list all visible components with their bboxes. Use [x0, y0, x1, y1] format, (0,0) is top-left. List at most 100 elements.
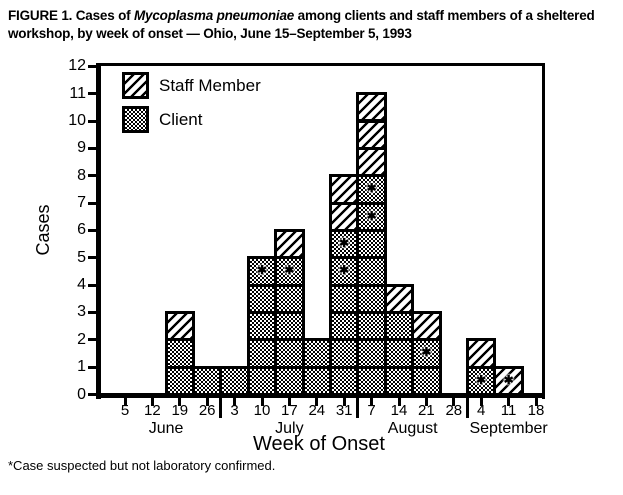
legend-swatch-client: [122, 106, 149, 133]
y-tick-label: 10: [68, 112, 86, 129]
plot-right-border: [542, 63, 545, 399]
suspected-case-marker: ✱: [476, 372, 487, 387]
y-axis-tick: [88, 365, 96, 369]
case-cell-staff: [329, 174, 360, 205]
x-tick-label: 10: [253, 401, 271, 419]
x-axis-tick: [205, 397, 209, 406]
x-tick-label: 19: [171, 401, 189, 419]
y-axis-tick: [88, 174, 96, 178]
y-axis-tick: [88, 228, 96, 232]
x-axis-tick: [397, 397, 401, 406]
x-axis-tick: [178, 397, 182, 406]
x-axis-tick: [424, 397, 428, 406]
plot-top-border: [96, 63, 545, 66]
figure-title: FIGURE 1. Cases of Mycoplasma pneumoniae…: [8, 7, 616, 43]
x-axis-tick: [233, 397, 237, 406]
case-cell-staff: [356, 92, 387, 123]
month-label: July: [275, 419, 304, 437]
case-cell-client: [246, 338, 278, 369]
case-cell-staff: [466, 338, 497, 369]
suspected-case-marker: ✱: [284, 263, 295, 278]
y-axis-title: Cases: [33, 204, 53, 256]
y-axis-tick: [88, 310, 96, 314]
case-cell-client: [356, 228, 387, 260]
x-axis-tick: [315, 397, 319, 406]
case-cell-client: [411, 338, 442, 369]
suspected-case-marker: ✱: [366, 208, 377, 223]
footnote: *Case suspected but not laboratory confi…: [8, 458, 276, 473]
suspected-case-marker: ✱: [256, 263, 268, 278]
y-axis-tick: [88, 64, 96, 68]
case-cell-client: [164, 365, 195, 396]
x-tick-label: 17: [281, 401, 298, 419]
x-tick-label: 14: [390, 401, 408, 419]
x-axis-tick: [287, 397, 291, 406]
x-tick-label: 3: [230, 401, 239, 419]
case-cell-client: [301, 365, 332, 396]
x-axis-tick: [123, 397, 127, 406]
case-cell-client: [274, 338, 305, 369]
y-tick-label: 4: [77, 276, 86, 294]
case-cell-client: [329, 310, 360, 342]
case-cell-client: [192, 365, 223, 396]
case-cell-staff: [356, 119, 387, 150]
month-divider: [219, 397, 223, 418]
case-cell-staff: [164, 310, 195, 342]
case-cell-client: [329, 338, 360, 369]
x-tick-label: 5: [120, 401, 130, 419]
x-tick-label: 11: [500, 401, 517, 419]
month-divider: [466, 397, 469, 418]
case-cell-client: [383, 310, 415, 342]
case-cell-client: [274, 283, 305, 314]
legend-label-staff-member: Staff Member: [159, 76, 261, 95]
x-tick-label: 31: [335, 401, 353, 419]
case-cell-client: [274, 310, 305, 342]
x-tick-label: 18: [527, 401, 545, 419]
legend-swatch-staff-member: [122, 72, 149, 99]
case-cell-client: [356, 174, 387, 205]
x-axis-tick: [507, 397, 511, 406]
case-cell-client: [274, 365, 305, 396]
y-axis-tick: [88, 393, 96, 396]
y-axis-tick: [88, 338, 96, 342]
case-cell-client: [329, 283, 360, 314]
x-axis-tick: [370, 397, 374, 406]
case-cell-client: [411, 365, 442, 396]
suspected-case-marker: ✱: [503, 372, 514, 387]
case-cell-client: [356, 256, 387, 287]
case-cell-staff: [329, 201, 360, 232]
suspected-case-marker: ✱: [339, 236, 350, 251]
y-tick-label: 11: [69, 84, 86, 102]
case-cell-client: [356, 283, 387, 314]
case-cell-client: [383, 365, 415, 396]
case-cell-client: [301, 338, 332, 369]
y-tick-label: 0: [77, 385, 86, 403]
case-cell-client: [164, 338, 195, 369]
y-tick-label: 3: [77, 303, 86, 321]
x-axis-tick: [260, 397, 264, 406]
case-cell-staff: [274, 228, 305, 260]
case-cell-client: [246, 365, 278, 396]
case-cell-client: [356, 338, 387, 369]
x-tick-label: 26: [198, 401, 216, 419]
case-cell-client: [246, 310, 278, 342]
figure-title-prefix: FIGURE 1. Cases of: [8, 8, 134, 23]
y-axis-tick: [88, 92, 96, 96]
y-axis-tick: [88, 256, 96, 260]
y-tick-label: 12: [68, 57, 86, 75]
y-tick-label: 2: [77, 330, 86, 348]
y-tick-label: 1: [77, 358, 86, 376]
case-cell-staff: [493, 365, 524, 396]
suspected-case-marker: ✱: [339, 263, 350, 278]
x-tick-label: 4: [477, 401, 486, 419]
x-tick-label: 28: [445, 401, 463, 419]
y-tick-label: 9: [77, 139, 86, 157]
x-axis-tick: [342, 397, 346, 406]
case-cell-client: [219, 365, 250, 396]
legend-label-client: Client: [159, 110, 203, 129]
case-cell-client: [356, 365, 387, 396]
y-axis-tick: [88, 119, 96, 123]
y-tick-label: 6: [77, 221, 86, 239]
suspected-case-marker: ✱: [421, 345, 432, 360]
